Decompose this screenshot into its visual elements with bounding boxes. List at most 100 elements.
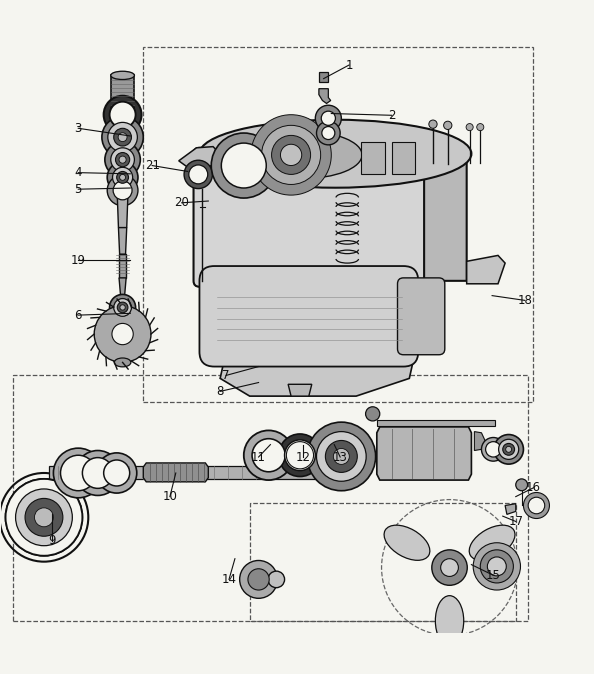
Ellipse shape (469, 525, 515, 560)
Circle shape (482, 437, 505, 461)
Circle shape (252, 439, 285, 472)
Text: 14: 14 (222, 573, 236, 586)
Bar (377, 420, 495, 426)
Text: 6: 6 (74, 309, 82, 321)
Circle shape (113, 181, 132, 200)
Bar (361, 142, 384, 175)
Circle shape (317, 121, 340, 145)
Polygon shape (179, 147, 220, 168)
Circle shape (112, 167, 132, 187)
Text: 2: 2 (388, 109, 396, 122)
Bar (319, 72, 328, 82)
Text: 16: 16 (526, 481, 541, 494)
Circle shape (222, 143, 266, 188)
Circle shape (441, 559, 459, 576)
Circle shape (432, 550, 467, 585)
Circle shape (15, 489, 72, 546)
Circle shape (117, 302, 128, 313)
Polygon shape (424, 154, 467, 281)
Circle shape (109, 102, 135, 127)
Text: 20: 20 (174, 196, 189, 210)
Circle shape (487, 557, 506, 576)
Circle shape (505, 446, 511, 452)
FancyBboxPatch shape (194, 148, 430, 286)
Circle shape (118, 133, 127, 142)
Circle shape (498, 439, 519, 460)
Ellipse shape (435, 596, 464, 646)
Text: 3: 3 (75, 122, 82, 135)
Ellipse shape (110, 71, 134, 80)
Circle shape (286, 441, 314, 469)
Circle shape (271, 135, 311, 175)
Circle shape (365, 407, 380, 421)
Circle shape (34, 508, 53, 527)
Circle shape (251, 115, 331, 195)
Text: 4: 4 (74, 166, 82, 179)
Circle shape (104, 460, 129, 486)
Circle shape (109, 295, 135, 320)
Text: 11: 11 (251, 450, 266, 464)
Circle shape (315, 105, 342, 131)
Circle shape (244, 431, 293, 480)
Polygon shape (505, 503, 516, 514)
Polygon shape (377, 427, 472, 480)
Circle shape (108, 175, 138, 206)
Text: 12: 12 (295, 450, 311, 464)
Polygon shape (117, 195, 128, 228)
Circle shape (120, 305, 125, 310)
Text: 9: 9 (48, 534, 55, 547)
Circle shape (211, 133, 276, 198)
Polygon shape (119, 254, 126, 278)
Circle shape (528, 497, 545, 514)
Text: 13: 13 (333, 450, 347, 464)
Polygon shape (467, 255, 505, 284)
Circle shape (326, 441, 358, 472)
Bar (391, 142, 415, 175)
Ellipse shape (200, 120, 472, 188)
Circle shape (53, 448, 103, 498)
Circle shape (104, 96, 141, 133)
Bar (13, 375, 527, 621)
Circle shape (94, 306, 151, 363)
Circle shape (61, 455, 96, 491)
Circle shape (261, 125, 321, 185)
Circle shape (108, 162, 138, 193)
Circle shape (83, 458, 113, 489)
Circle shape (429, 120, 437, 128)
Circle shape (317, 431, 366, 481)
FancyBboxPatch shape (397, 278, 445, 355)
Polygon shape (118, 228, 127, 254)
Circle shape (189, 165, 208, 184)
Circle shape (279, 434, 321, 477)
Bar (143, 47, 533, 402)
Circle shape (108, 123, 137, 152)
Circle shape (248, 569, 269, 590)
Polygon shape (475, 431, 485, 450)
Circle shape (119, 156, 126, 163)
Circle shape (321, 111, 336, 125)
Text: 5: 5 (75, 183, 82, 195)
Circle shape (322, 127, 335, 140)
Bar (49, 466, 356, 479)
Circle shape (481, 550, 513, 583)
Text: 1: 1 (345, 59, 353, 71)
Ellipse shape (244, 131, 362, 179)
Circle shape (119, 175, 125, 181)
Circle shape (494, 435, 523, 464)
Circle shape (444, 121, 452, 129)
Ellipse shape (114, 358, 131, 367)
Circle shape (25, 498, 63, 537)
Ellipse shape (268, 571, 285, 588)
Polygon shape (288, 384, 312, 396)
Circle shape (239, 561, 277, 599)
Ellipse shape (110, 104, 134, 112)
Circle shape (113, 299, 131, 316)
Circle shape (307, 422, 375, 491)
Bar (249, 503, 516, 621)
Circle shape (5, 479, 83, 556)
FancyBboxPatch shape (200, 266, 418, 367)
Text: 19: 19 (71, 253, 86, 267)
Text: 15: 15 (486, 569, 501, 582)
Circle shape (280, 144, 302, 166)
Text: 21: 21 (145, 159, 160, 172)
